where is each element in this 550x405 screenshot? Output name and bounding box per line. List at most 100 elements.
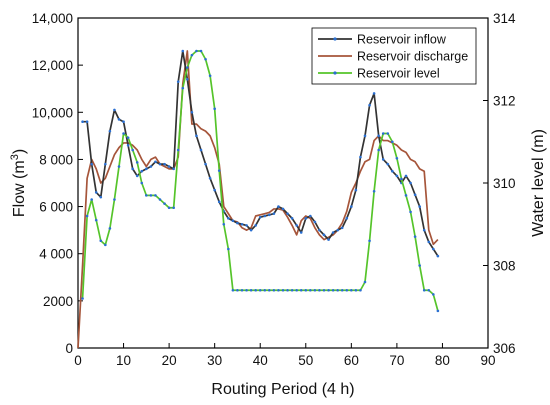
data-point-level	[149, 194, 153, 197]
data-point-level	[140, 181, 144, 185]
y-left-tick-label: 6 000	[39, 200, 73, 215]
data-point-level	[340, 288, 344, 292]
data-point-inflow	[154, 160, 157, 164]
data-point-level	[281, 288, 285, 292]
data-point-inflow	[108, 129, 112, 133]
data-point-inflow	[350, 205, 353, 208]
data-point-level	[126, 136, 130, 139]
x-tick-label: 30	[207, 353, 222, 368]
data-point-inflow	[299, 231, 303, 234]
data-point-level	[104, 243, 107, 247]
data-point-inflow	[281, 207, 285, 211]
data-point-level	[363, 280, 367, 284]
data-point-inflow	[85, 120, 89, 124]
x-tick-label: 70	[389, 353, 404, 368]
data-point-level	[377, 148, 380, 152]
data-point-inflow	[395, 174, 399, 178]
x-tick-label: 50	[298, 353, 313, 368]
data-point-level	[345, 288, 349, 292]
data-point-level	[204, 57, 207, 61]
series-line-discharge	[77, 50, 439, 349]
data-point-inflow	[117, 118, 121, 121]
data-point-level	[354, 288, 358, 292]
data-point-inflow	[295, 224, 298, 227]
legend-label-level: Reservoir level	[357, 67, 440, 81]
data-point-level	[145, 194, 148, 197]
data-point-inflow	[204, 162, 207, 166]
data-point-inflow	[245, 224, 248, 227]
data-point-level	[113, 198, 116, 201]
y-right-tick-label: 306	[493, 341, 516, 356]
data-point-inflow	[272, 212, 276, 215]
data-point-level	[422, 288, 426, 292]
data-point-level	[249, 288, 253, 292]
x-tick-label: 40	[253, 353, 268, 368]
data-point-inflow	[113, 108, 116, 112]
data-point-level	[227, 247, 230, 251]
data-point-level	[213, 107, 216, 111]
data-point-level	[236, 288, 239, 292]
data-point-level	[263, 288, 267, 292]
data-point-level	[268, 288, 271, 292]
data-point-inflow	[195, 134, 198, 138]
data-point-inflow	[313, 220, 317, 224]
data-point-level	[94, 218, 98, 222]
y-left-tick-label: 4 000	[39, 247, 73, 262]
data-point-inflow	[131, 167, 134, 171]
data-point-inflow	[149, 165, 153, 168]
data-point-level	[208, 74, 212, 78]
data-point-level	[400, 177, 403, 181]
data-point-inflow	[99, 195, 103, 199]
data-point-level	[304, 288, 308, 292]
y-left-tick-label: 8 000	[39, 152, 73, 167]
data-point-level	[258, 288, 262, 292]
data-point-level	[277, 288, 280, 292]
data-point-level	[154, 194, 157, 197]
data-point-inflow	[240, 222, 244, 226]
data-point-inflow	[372, 92, 376, 95]
data-point-level	[295, 288, 298, 292]
x-tick-label: 10	[116, 353, 131, 368]
data-point-level	[299, 288, 303, 292]
data-point-level	[167, 206, 171, 210]
data-point-level	[395, 156, 399, 160]
data-point-inflow	[126, 143, 130, 147]
data-point-inflow	[122, 120, 125, 124]
data-point-inflow	[94, 191, 98, 194]
data-point-inflow	[167, 165, 171, 168]
data-point-level	[176, 148, 180, 152]
data-point-inflow	[90, 162, 93, 166]
data-point-inflow	[363, 134, 367, 138]
data-point-level	[391, 140, 394, 144]
data-point-level	[90, 198, 93, 201]
data-point-inflow	[135, 174, 139, 178]
series-line-level	[81, 50, 439, 312]
y-right-tick-label: 312	[493, 94, 516, 109]
data-point-level	[181, 86, 185, 90]
data-point-inflow	[158, 162, 162, 166]
data-point-level	[81, 297, 84, 300]
data-point-level	[404, 194, 408, 197]
data-point-inflow	[309, 214, 312, 218]
data-point-inflow	[427, 240, 431, 244]
data-point-level	[163, 202, 166, 205]
data-point-inflow	[81, 120, 84, 124]
data-point-inflow	[181, 49, 185, 53]
data-point-level	[117, 165, 121, 168]
y-right-tick-label: 310	[493, 176, 516, 191]
data-point-inflow	[227, 217, 230, 220]
data-point-level	[409, 210, 412, 214]
data-point-level	[386, 132, 390, 135]
data-point-inflow	[236, 221, 239, 225]
data-point-inflow	[436, 254, 440, 258]
data-point-inflow	[163, 162, 166, 166]
data-point-inflow	[140, 169, 144, 173]
data-point-inflow	[418, 205, 421, 208]
x-tick-label: 90	[480, 353, 495, 368]
data-point-inflow	[404, 174, 408, 178]
data-point-level	[231, 288, 235, 292]
data-point-level	[318, 288, 321, 292]
data-point-inflow	[213, 188, 216, 192]
y-left-tick-label: 14,000	[32, 11, 73, 26]
